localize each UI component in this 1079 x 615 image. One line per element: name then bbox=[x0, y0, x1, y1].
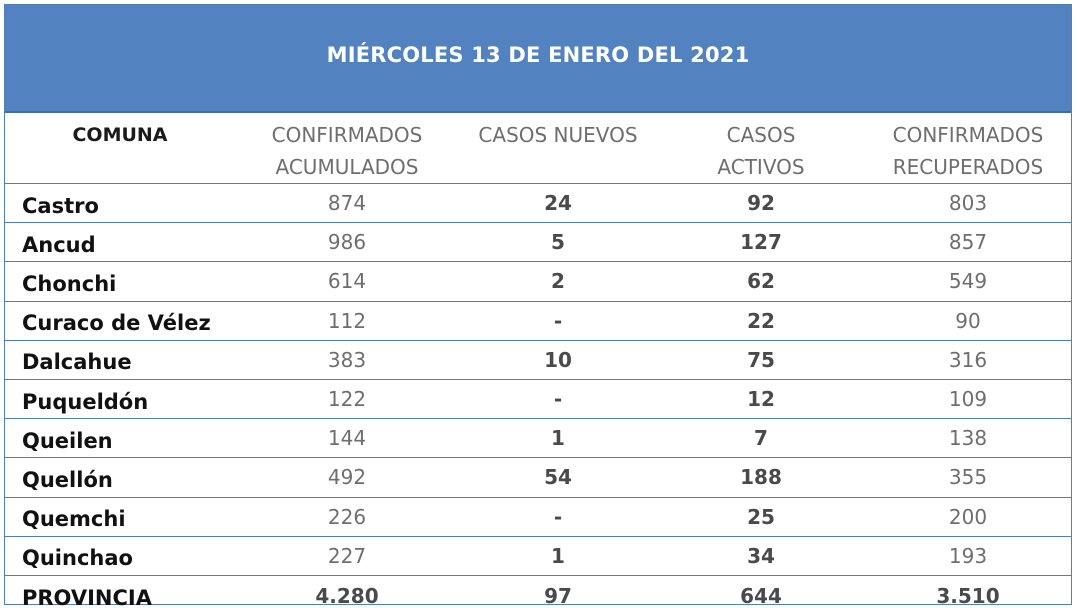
cell-activos: 7 bbox=[754, 426, 768, 451]
header-acumulados-line2: ACUMULADOS bbox=[275, 155, 419, 179]
cell-comuna: Chonchi bbox=[22, 271, 117, 296]
cell-activos: 22 bbox=[747, 308, 775, 333]
cell-acumulados: 614 bbox=[327, 269, 367, 294]
cell-acumulados: 227 bbox=[327, 543, 367, 568]
cell-recuperados: 200 bbox=[948, 504, 988, 529]
header-recuperados-line2: RECUPERADOS bbox=[892, 155, 1044, 179]
header-recuperados-line1: CONFIRMADOS bbox=[892, 123, 1044, 147]
cell-nuevos: - bbox=[553, 504, 563, 529]
cell-nuevos: 24 bbox=[544, 191, 572, 216]
cell-acumulados: 226 bbox=[327, 504, 367, 529]
cell-nuevos: - bbox=[553, 387, 563, 412]
cell-recuperados: 857 bbox=[948, 230, 988, 255]
header-row: COMUNA CONFIRMADOS ACUMULADOS CASOS NUEV… bbox=[5, 113, 1071, 184]
cell-nuevos: 10 bbox=[544, 347, 572, 372]
cell-recuperados: 109 bbox=[948, 387, 988, 412]
cell-nuevos: 1 bbox=[551, 543, 565, 568]
cell-activos: 92 bbox=[747, 191, 775, 216]
table-row: Quinchao 227 1 34 193 bbox=[5, 537, 1071, 576]
header-confirmados-recuperados: CONFIRMADOS RECUPERADOS bbox=[865, 119, 1071, 183]
header-confirmados-acumulados: CONFIRMADOS ACUMULADOS bbox=[235, 119, 459, 183]
cell-acumulados: 383 bbox=[327, 347, 367, 372]
cell-comuna: Castro bbox=[22, 193, 99, 218]
cell-nuevos: 54 bbox=[544, 465, 572, 490]
table-title: MIÉRCOLES 13 DE ENERO DEL 2021 bbox=[326, 43, 750, 67]
cell-activos: 12 bbox=[747, 387, 775, 412]
table-row: Quellón 492 54 188 355 bbox=[5, 458, 1071, 498]
cell-comuna: Ancud bbox=[22, 232, 96, 257]
header-comuna-line1: COMUNA bbox=[72, 124, 168, 146]
cell-recuperados: 549 bbox=[948, 269, 988, 294]
table-row: Quemchi 226 - 25 200 bbox=[5, 498, 1071, 537]
cell-nuevos: 1 bbox=[551, 426, 565, 451]
cell-comuna: PROVINCIA bbox=[22, 586, 152, 611]
header-activos-line2: ACTIVOS bbox=[717, 155, 805, 179]
header-nuevos-line1: CASOS NUEVOS bbox=[478, 123, 638, 147]
header-activos-line1: CASOS bbox=[726, 123, 796, 147]
cell-acumulados: 986 bbox=[327, 230, 367, 255]
table-row: Castro 874 24 92 803 bbox=[5, 184, 1071, 224]
title-bar: MIÉRCOLES 13 DE ENERO DEL 2021 bbox=[5, 5, 1071, 113]
cell-activos: 34 bbox=[747, 543, 775, 568]
table-row: Chonchi 614 2 62 549 bbox=[5, 262, 1071, 302]
cell-comuna: Quellón bbox=[22, 467, 113, 492]
table-row: Curaco de Vélez 112 - 22 90 bbox=[5, 302, 1071, 341]
cell-activos: 62 bbox=[747, 269, 775, 294]
covid-table: MIÉRCOLES 13 DE ENERO DEL 2021 COMUNA CO… bbox=[4, 4, 1072, 610]
cell-activos: 25 bbox=[747, 504, 775, 529]
cell-activos: 188 bbox=[740, 465, 782, 490]
cell-nuevos: 5 bbox=[551, 230, 565, 255]
cell-acumulados: 492 bbox=[327, 465, 367, 490]
cell-recuperados: 316 bbox=[948, 347, 988, 372]
cell-nuevos: - bbox=[553, 308, 563, 333]
cell-recuperados: 138 bbox=[948, 426, 988, 451]
cell-recuperados: 90 bbox=[955, 308, 981, 333]
cell-activos: 75 bbox=[747, 347, 775, 372]
total-row: PROVINCIA 4.280 97 644 3.510 bbox=[5, 576, 1071, 615]
header-casos-nuevos: CASOS NUEVOS bbox=[459, 119, 657, 151]
cell-nuevos: 97 bbox=[544, 583, 572, 608]
table-row: Dalcahue 383 10 75 316 bbox=[5, 341, 1071, 380]
cell-recuperados: 193 bbox=[948, 543, 988, 568]
cell-comuna: Dalcahue bbox=[22, 350, 132, 375]
table-row: Queilen 144 1 7 138 bbox=[5, 419, 1071, 459]
header-acumulados-line1: CONFIRMADOS bbox=[271, 123, 423, 147]
cell-acumulados: 874 bbox=[327, 191, 367, 216]
cell-nuevos: 2 bbox=[551, 269, 565, 294]
cell-recuperados: 803 bbox=[948, 191, 988, 216]
header-casos-activos: CASOS ACTIVOS bbox=[657, 119, 865, 183]
cell-recuperados: 355 bbox=[948, 465, 988, 490]
cell-comuna: Queilen bbox=[22, 428, 113, 453]
cell-acumulados: 144 bbox=[327, 426, 367, 451]
cell-comuna: Puqueldón bbox=[22, 389, 149, 414]
cell-comuna: Quinchao bbox=[22, 546, 133, 571]
table-row: Ancud 986 5 127 857 bbox=[5, 223, 1071, 263]
cell-comuna: Quemchi bbox=[22, 507, 126, 532]
cell-comuna: Curaco de Vélez bbox=[22, 311, 211, 336]
cell-activos: 644 bbox=[740, 583, 782, 608]
cell-recuperados: 3.510 bbox=[936, 583, 1000, 608]
header-comuna: COMUNA bbox=[5, 119, 235, 151]
cell-acumulados: 122 bbox=[327, 387, 367, 412]
cell-acumulados: 4.280 bbox=[315, 583, 379, 608]
cell-activos: 127 bbox=[740, 230, 782, 255]
cell-acumulados: 112 bbox=[327, 308, 367, 333]
table-row: Puqueldón 122 - 12 109 bbox=[5, 380, 1071, 420]
